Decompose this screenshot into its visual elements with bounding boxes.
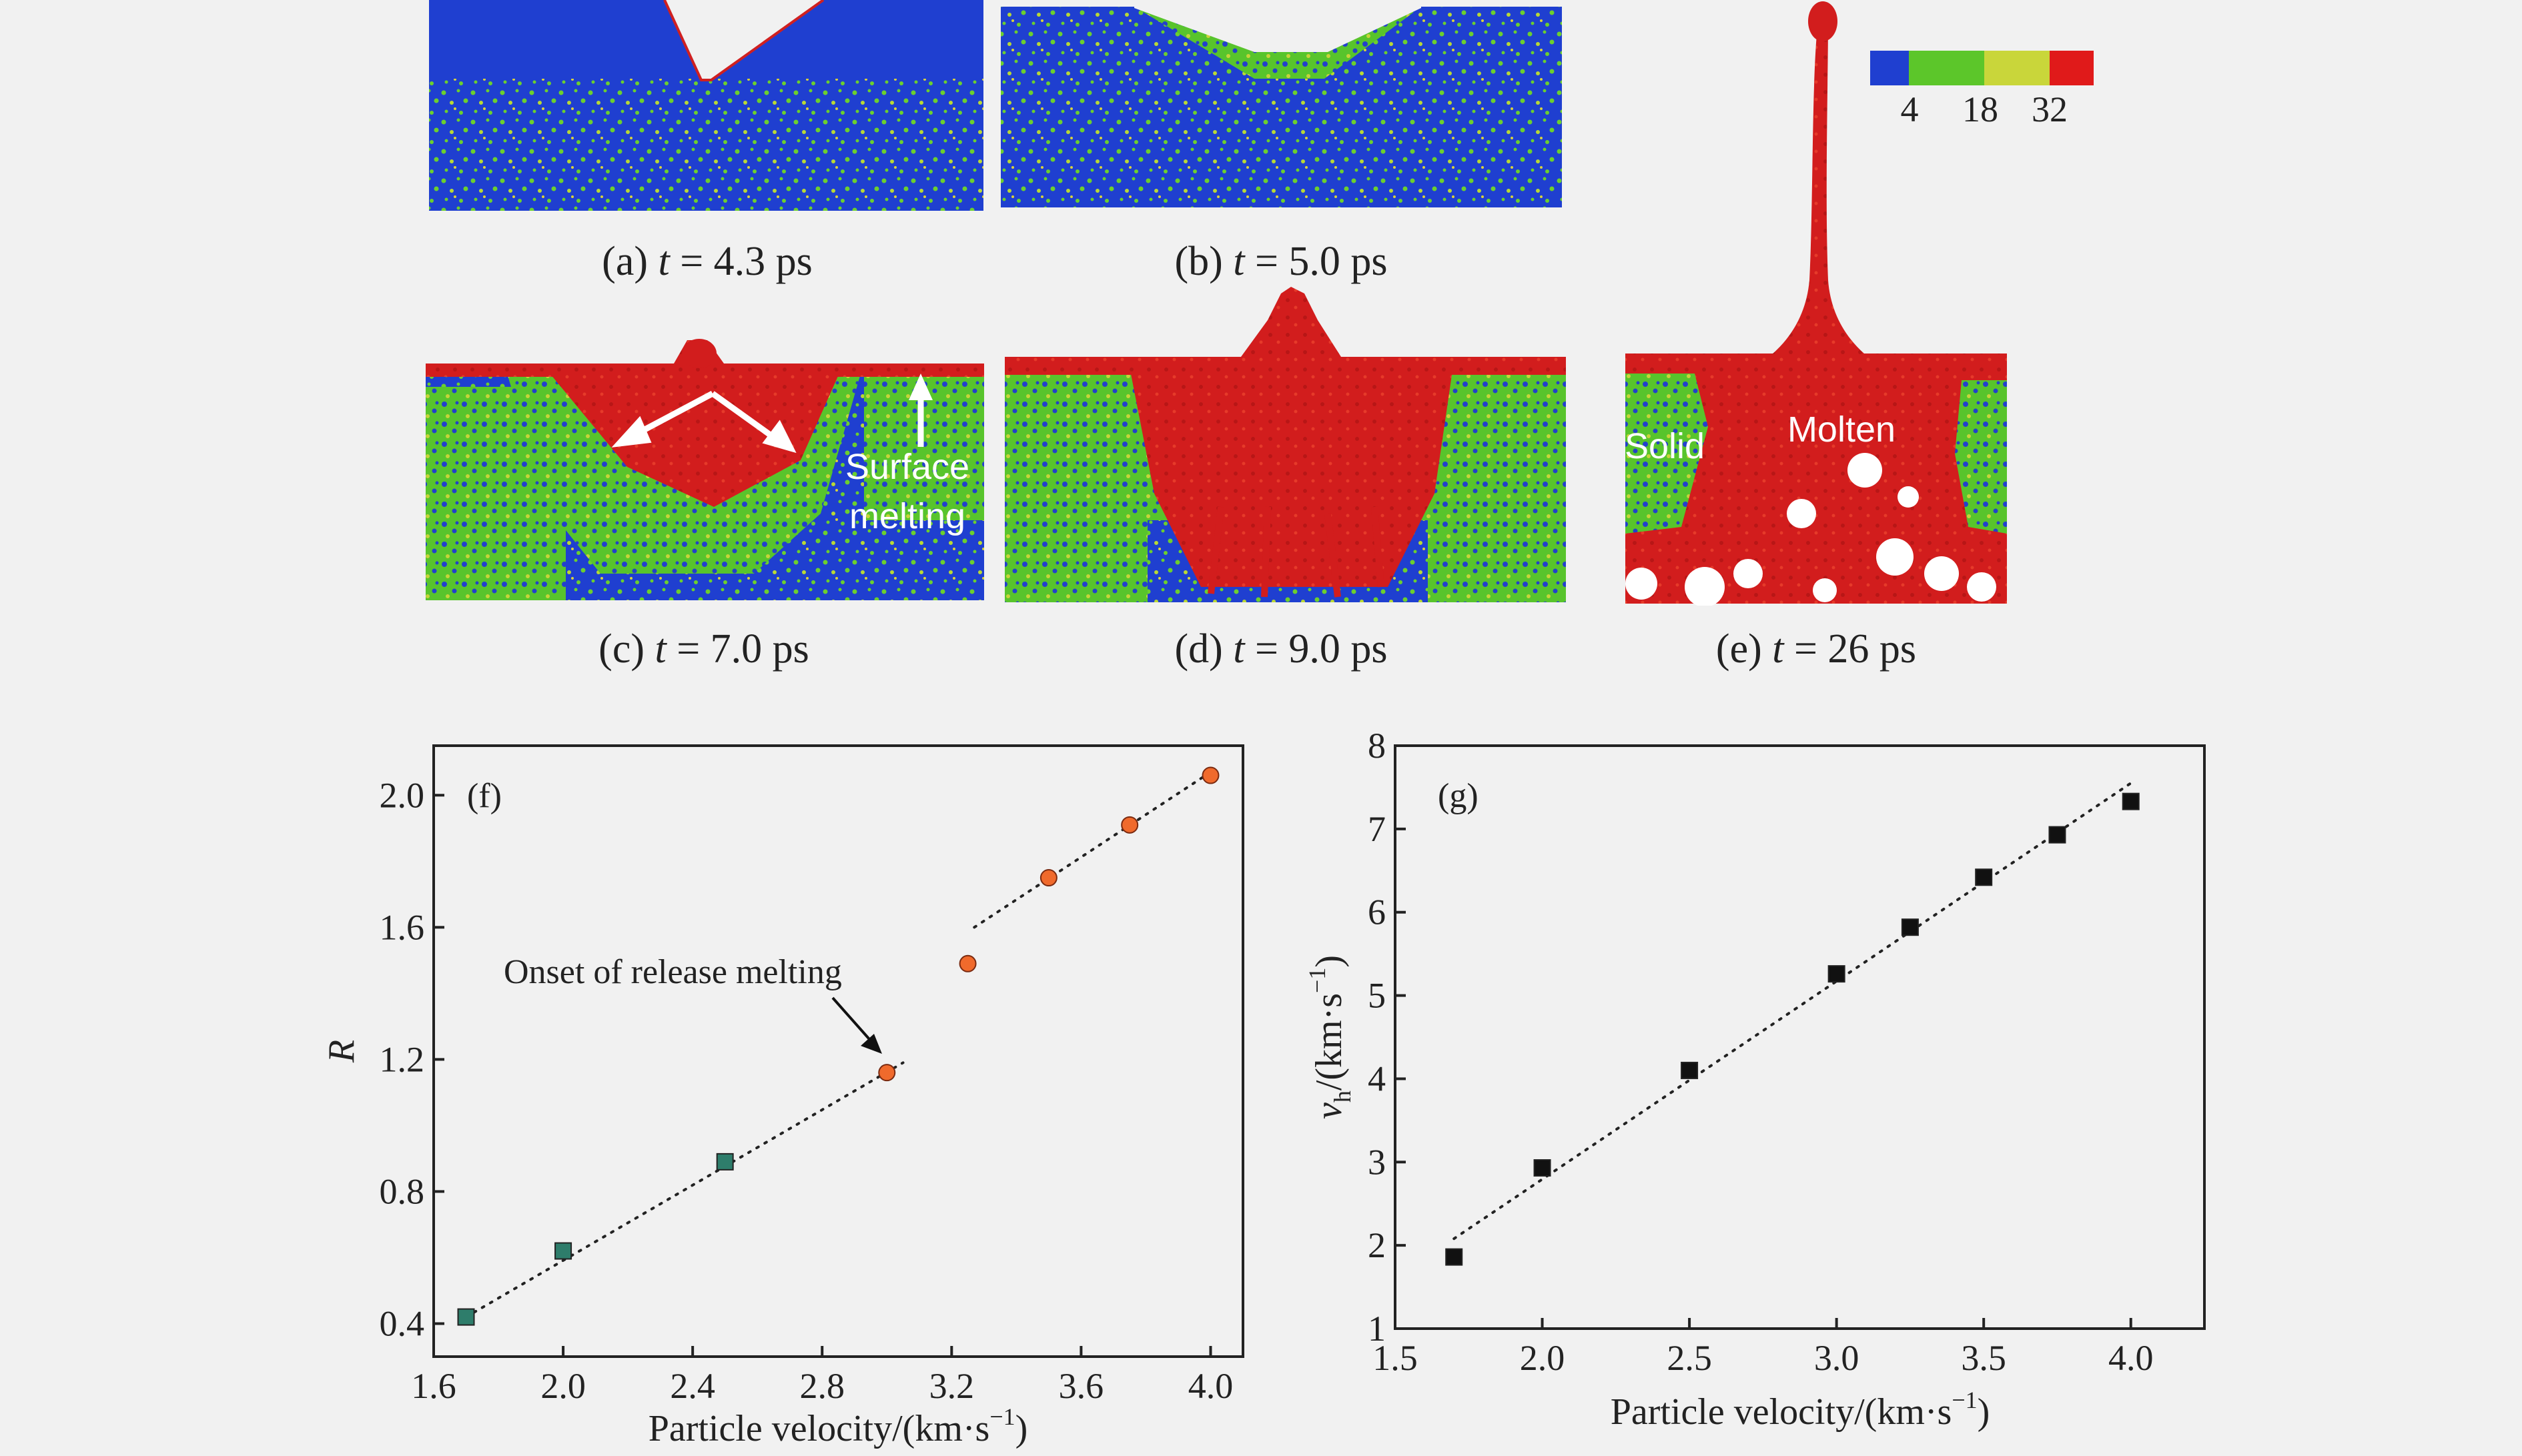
molten-label: Molten (1787, 410, 1896, 450)
caption-e: (e) t = 26 ps (1716, 626, 1916, 672)
x-tick-label: 2.8 (799, 1366, 845, 1406)
fit-line (464, 1061, 905, 1319)
panel-b-image (1001, 0, 1562, 207)
onset-arrowhead (861, 1034, 882, 1054)
data-point (2048, 826, 2066, 844)
x-tick-label: 1.5 (1372, 1338, 1418, 1378)
chart-f-xlabel: Particle velocity/(km·s−1) (649, 1403, 1028, 1449)
x-tick-label: 2.0 (1520, 1338, 1565, 1378)
caption-d: (d) t = 9.0 ps (1174, 626, 1387, 672)
caption-b: (b) t = 5.0 ps (1174, 239, 1387, 284)
chart-f-panel-label: (f) (467, 777, 502, 815)
x-tick-label: 2.5 (1667, 1338, 1712, 1378)
fit-line (1452, 782, 2132, 1241)
chart-f-frame (432, 744, 1244, 1358)
y-tick-label: 0.4 (380, 1303, 425, 1343)
y-tick-label: 0.8 (380, 1171, 425, 1211)
data-point (1202, 766, 1220, 784)
panel-e-image (1625, 1, 2007, 606)
x-tick-label: 3.0 (1814, 1338, 1859, 1378)
data-point (1827, 965, 1845, 983)
caption-a: (a) t = 4.3 ps (602, 239, 813, 284)
wave-arrows (611, 391, 797, 454)
chart-g: (g) Particle velocity/(km·s−1) vh/(km·s−… (1304, 726, 2206, 1433)
colorbar-tick: 4 (1901, 89, 1919, 129)
caption-c: (c) t = 7.0 ps (598, 626, 809, 672)
y-tick-label: 4 (1368, 1058, 1386, 1099)
x-tick-label: 3.6 (1059, 1366, 1104, 1406)
y-tick-label: 2 (1368, 1225, 1386, 1265)
y-tick-label: 1 (1368, 1309, 1386, 1349)
data-point (1975, 868, 1993, 886)
y-tick-label: 8 (1368, 726, 1386, 766)
colorbar-tick: 18 (1962, 89, 1998, 129)
x-tick-label: 3.2 (929, 1366, 975, 1406)
x-tick-label: 2.0 (540, 1366, 586, 1406)
panel-a-image (429, 0, 983, 211)
data-point (716, 1153, 734, 1171)
colorbar-seg-3 (1984, 51, 2050, 85)
data-point (1681, 1061, 1699, 1079)
surface-arrow (909, 374, 933, 447)
surface-melting-label-2: melting (849, 496, 965, 536)
chart-g-frame (1394, 744, 2206, 1330)
panel-d-image (1005, 287, 1566, 602)
x-tick-label: 4.0 (1188, 1366, 1234, 1406)
y-tick-label: 1.2 (380, 1039, 425, 1079)
x-tick-label: 1.6 (411, 1366, 456, 1406)
chart-f: (f) Particle velocity/(km·s−1) R Onset o… (321, 744, 1244, 1449)
y-tick-label: 1.6 (380, 907, 425, 947)
colorbar-tick: 32 (2032, 89, 2068, 129)
data-point (2122, 792, 2140, 810)
colorbar: 4 18 32 (1870, 51, 2094, 129)
data-point (1901, 918, 1919, 936)
data-point (1445, 1248, 1463, 1266)
data-point (1533, 1159, 1551, 1177)
data-point (1121, 816, 1139, 834)
data-point (959, 954, 977, 972)
colorbar-seg-1 (1870, 51, 1909, 85)
onset-arrow (831, 996, 875, 1046)
data-point (878, 1064, 896, 1082)
y-tick-label: 6 (1368, 892, 1386, 932)
x-tick-label: 3.5 (1961, 1338, 2006, 1378)
fit-line (973, 770, 1212, 929)
colorbar-seg-2 (1909, 51, 1984, 85)
panel-c-image (426, 339, 984, 600)
x-tick-label: 4.0 (2108, 1338, 2154, 1378)
chart-f-ylabel: R (321, 1040, 362, 1063)
chart-g-xlabel: Particle velocity/(km·s−1) (1611, 1387, 1990, 1433)
data-point (554, 1242, 572, 1260)
colorbar-seg-4 (2050, 51, 2094, 85)
x-tick-label: 2.4 (670, 1366, 715, 1406)
chart-g-panel-label: (g) (1438, 777, 1479, 815)
data-point (457, 1308, 475, 1326)
y-tick-label: 7 (1368, 809, 1386, 849)
onset-annotation: Onset of release melting (504, 953, 842, 991)
y-tick-label: 5 (1368, 976, 1386, 1016)
data-point (1039, 869, 1058, 887)
surface-melting-label-1: Surface (845, 447, 969, 487)
chart-g-ylabel: vh/(km·s−1) (1304, 955, 1356, 1119)
y-tick-label: 3 (1368, 1142, 1386, 1182)
solid-label: Solid (1625, 426, 1705, 466)
y-tick-label: 2.0 (380, 775, 425, 815)
